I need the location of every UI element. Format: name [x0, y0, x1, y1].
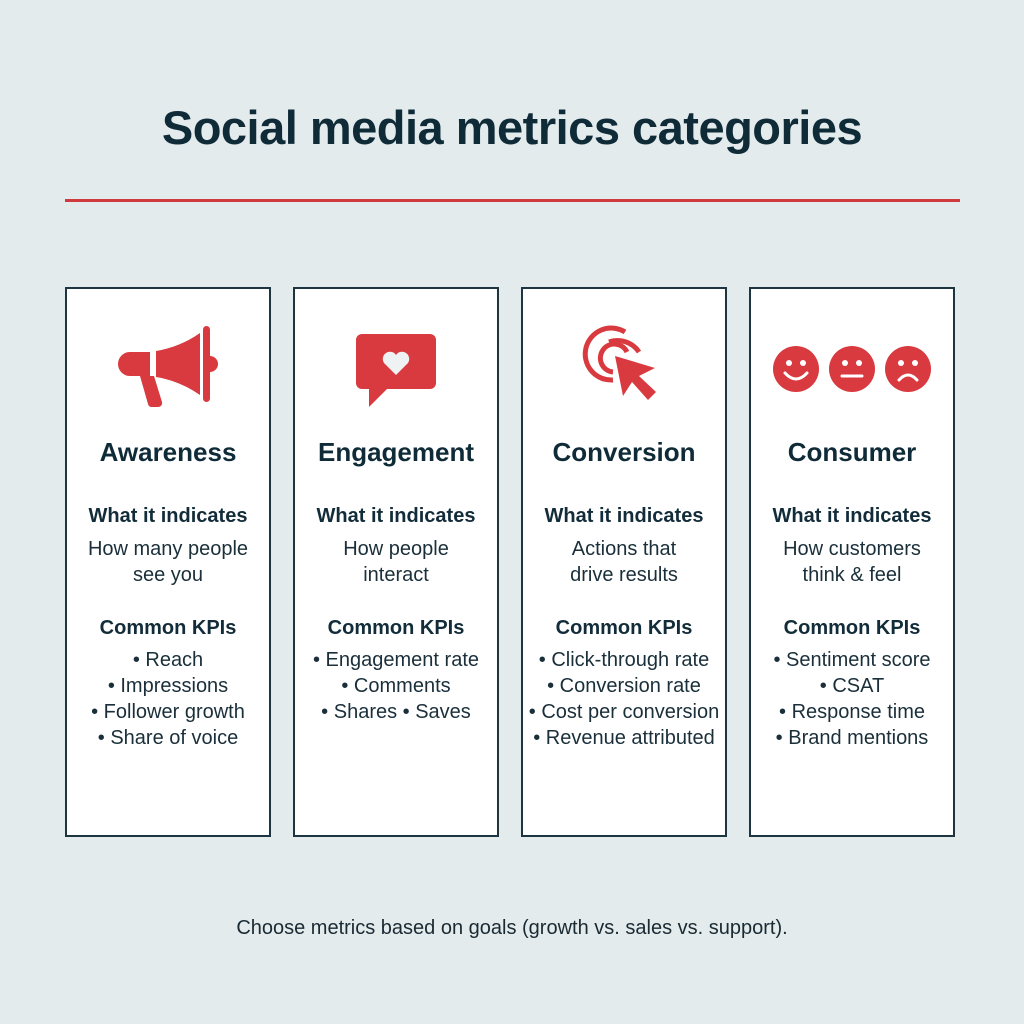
card-title: Engagement: [317, 437, 475, 467]
card-description: How many people see you: [67, 536, 269, 588]
card-conversion: Conversion What it indicates Actions tha…: [521, 287, 727, 837]
card-consumer: Consumer What it indicates How customers…: [749, 287, 955, 837]
kpi-item: • CSAT: [819, 675, 885, 697]
kpi-label: Common KPIs: [783, 617, 921, 639]
desc-line: How people: [343, 538, 449, 560]
kpi-item: • Follower growth: [91, 701, 245, 723]
what-label: What it indicates: [88, 505, 248, 527]
kpi-item: • Response time: [779, 701, 925, 723]
kpi-label: Common KPIs: [99, 617, 237, 639]
kpi-list: • Click-through rate • Conversion rate •…: [523, 647, 725, 751]
cursor-click-target-icon: [523, 319, 725, 419]
desc-line: think & feel: [802, 564, 902, 586]
card-title: Conversion: [552, 437, 696, 467]
kpi-item: • Click-through rate: [538, 649, 710, 671]
kpi-item: • Shares • Saves: [321, 701, 471, 723]
desc-line: drive results: [570, 564, 678, 586]
kpi-label: Common KPIs: [327, 617, 465, 639]
card-description: How people interact: [295, 536, 497, 588]
kpi-item: • Conversion rate: [547, 675, 701, 697]
footer-note: Choose metrics based on goals (growth vs…: [236, 917, 788, 939]
sad-face-icon: [885, 346, 931, 392]
page-title: Social media metrics categories: [161, 101, 863, 154]
desc-line: How many people: [87, 538, 249, 560]
kpi-item: • Revenue attributed: [533, 727, 715, 749]
kpi-label: Common KPIs: [555, 617, 693, 639]
kpi-item: • Sentiment score: [773, 649, 931, 671]
kpi-item: • Comments: [341, 675, 451, 697]
card-title: Consumer: [787, 437, 917, 467]
kpi-list: • Engagement rate • Comments • Shares • …: [295, 647, 497, 725]
what-label: What it indicates: [544, 505, 704, 527]
kpi-list: • Sentiment score • CSAT • Response time…: [751, 647, 953, 751]
desc-line: Actions that: [571, 538, 677, 560]
card-title: Awareness: [99, 437, 237, 467]
desc-line: How customers: [783, 538, 921, 560]
card-awareness: Awareness What it indicates How many peo…: [65, 287, 271, 837]
kpi-item: • Brand mentions: [775, 727, 929, 749]
title-divider: [65, 199, 960, 202]
kpi-list: • Reach • Impressions • Follower growth …: [67, 647, 269, 751]
kpi-item: • Impressions: [107, 675, 229, 697]
kpi-item: • Reach: [132, 649, 204, 671]
kpi-item: • Share of voice: [97, 727, 239, 749]
desc-line: see you: [132, 564, 204, 586]
card-engagement: Engagement What it indicates How people …: [293, 287, 499, 837]
megaphone-icon: [67, 319, 269, 419]
heart-speech-bubble-icon: [295, 319, 497, 419]
desc-line: interact: [363, 564, 429, 586]
sentiment-faces-icon: [751, 319, 953, 419]
what-label: What it indicates: [316, 505, 476, 527]
neutral-face-icon: [829, 346, 875, 392]
kpi-item: • Cost per conversion: [528, 701, 720, 723]
card-description: Actions that drive results: [523, 536, 725, 588]
happy-face-icon: [773, 346, 819, 392]
kpi-item: • Engagement rate: [313, 649, 479, 671]
card-description: How customers think & feel: [751, 536, 953, 588]
what-label: What it indicates: [772, 505, 932, 527]
